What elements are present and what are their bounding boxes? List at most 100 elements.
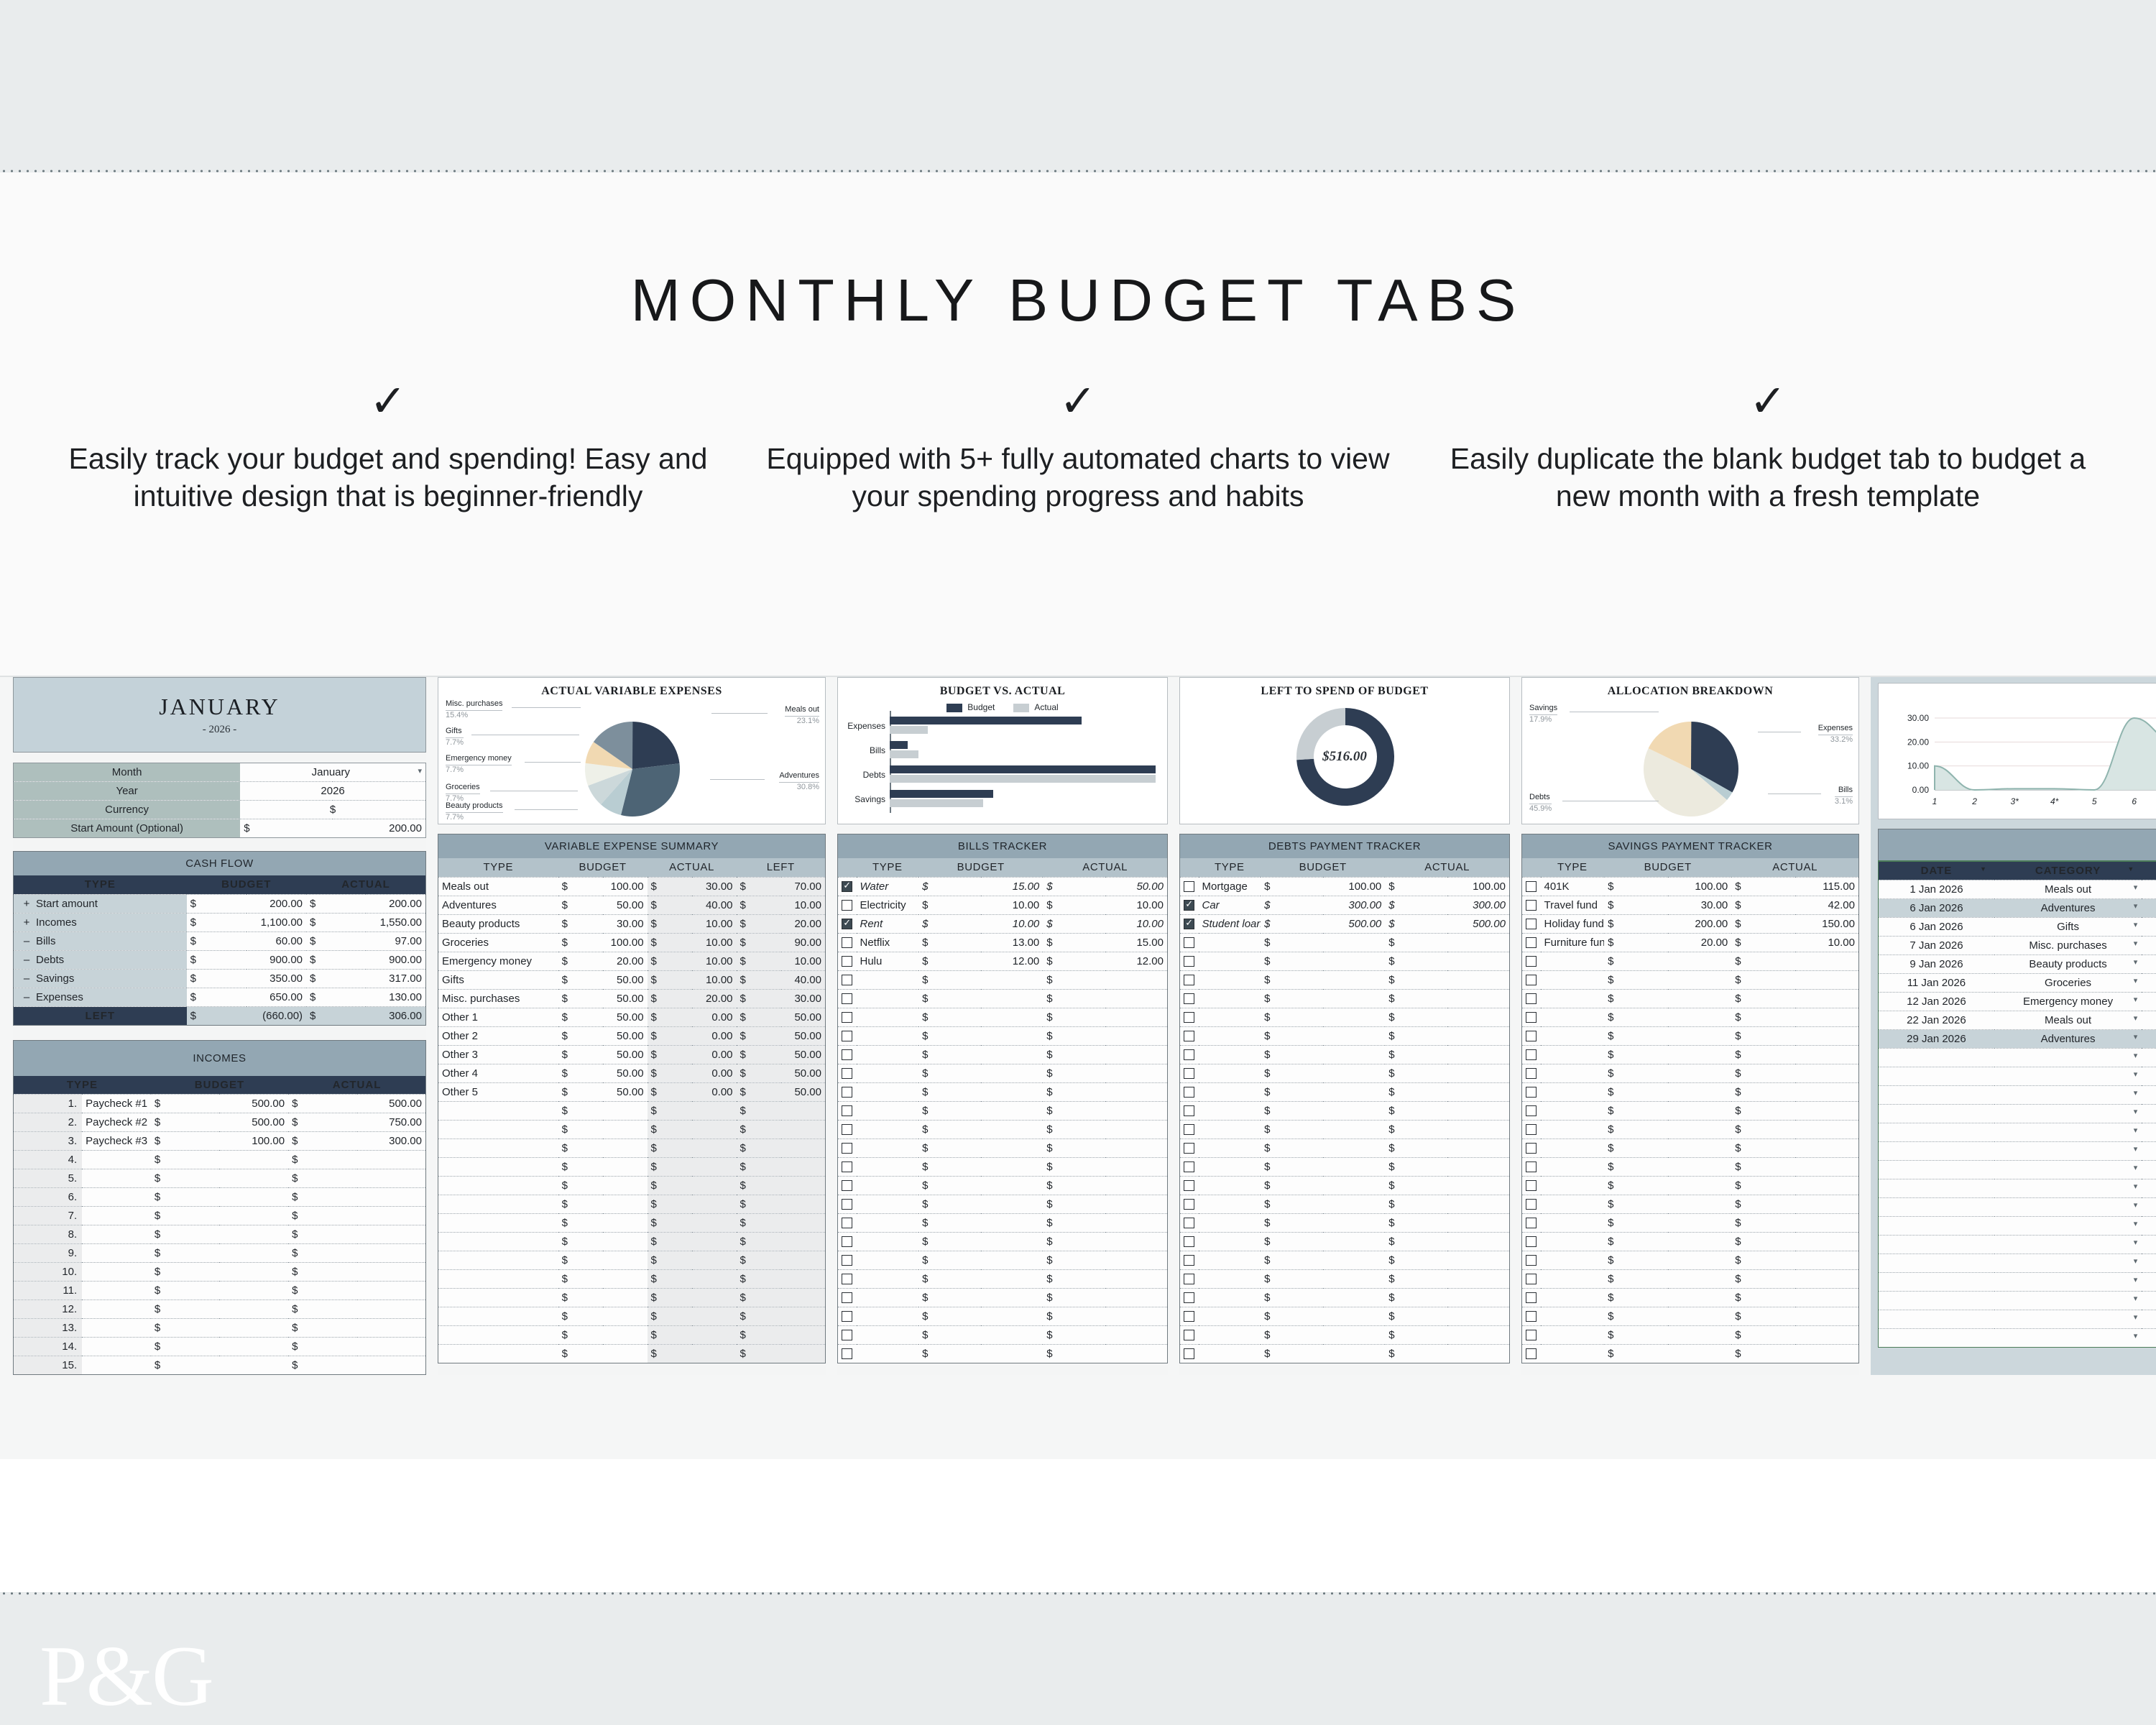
tracker-type[interactable] — [1540, 1325, 1605, 1345]
actual-cell[interactable]: 317.00 — [366, 969, 426, 988]
checkbox-cell[interactable] — [1179, 1101, 1199, 1121]
checkbox-icon[interactable] — [1526, 1162, 1537, 1173]
income-type[interactable]: Paycheck #1 — [82, 1094, 151, 1113]
actual-cell[interactable] — [1105, 1008, 1168, 1027]
setup-value[interactable]: 2026 — [240, 781, 426, 801]
actual-cell[interactable]: 10.00 — [1795, 933, 1859, 952]
chevron-down-icon[interactable]: ▾ — [2133, 1312, 2138, 1322]
checkbox-cell[interactable] — [1521, 1120, 1541, 1139]
expense-type[interactable]: Other 1 — [438, 1008, 558, 1027]
budget-cell[interactable]: 350.00 — [246, 969, 307, 988]
budget-cell[interactable] — [1667, 1269, 1732, 1289]
transaction-amount[interactable] — [2142, 973, 2156, 993]
transaction-category[interactable]: ▾ — [1994, 1123, 2142, 1142]
checkbox-icon[interactable] — [1526, 1087, 1537, 1098]
transaction-date[interactable]: 9 Jan 2026 — [1878, 954, 1994, 974]
checkbox-cell[interactable] — [1521, 877, 1541, 896]
tracker-type[interactable] — [1198, 1101, 1261, 1121]
checkbox-icon[interactable] — [1184, 1105, 1195, 1117]
transaction-category[interactable]: Adventures ▾ — [1994, 1029, 2142, 1049]
tracker-type[interactable] — [1198, 1269, 1261, 1289]
income-type[interactable] — [82, 1337, 151, 1356]
checkbox-cell[interactable] — [1179, 952, 1199, 971]
budget-cell[interactable] — [980, 1120, 1044, 1139]
checkbox-icon[interactable] — [1526, 1236, 1537, 1248]
transaction-amount[interactable] — [2142, 1160, 2156, 1179]
budget-cell[interactable] — [1322, 1325, 1386, 1345]
actual-cell[interactable] — [1105, 989, 1168, 1008]
budget-cell[interactable] — [602, 1195, 648, 1214]
budget-cell[interactable] — [1322, 952, 1386, 971]
checkbox-cell[interactable] — [837, 1344, 857, 1363]
tracker-type[interactable] — [1198, 1307, 1261, 1326]
chevron-down-icon[interactable]: ▾ — [2133, 1182, 2138, 1191]
actual-cell[interactable] — [1105, 1232, 1168, 1251]
budget-cell[interactable]: 20.00 — [602, 952, 648, 971]
checkbox-cell[interactable] — [1179, 914, 1199, 934]
budget-cell[interactable] — [219, 1225, 289, 1244]
actual-cell[interactable] — [1105, 1325, 1168, 1345]
checkbox-cell[interactable] — [837, 1307, 857, 1326]
tracker-type[interactable] — [1198, 952, 1261, 971]
budget-cell[interactable] — [1667, 1138, 1732, 1158]
actual-cell[interactable] — [1795, 1307, 1859, 1326]
checkbox-icon[interactable] — [842, 1124, 853, 1136]
checkbox-icon[interactable] — [1184, 1068, 1195, 1080]
transaction-amount[interactable] — [2142, 1197, 2156, 1217]
transaction-category[interactable]: ▾ — [1994, 1291, 2142, 1310]
tracker-type[interactable]: Rent — [856, 914, 919, 934]
actual-cell[interactable]: 15.00 — [1105, 933, 1168, 952]
tracker-type[interactable]: Student loans — [1198, 914, 1261, 934]
actual-cell[interactable]: 300.00 — [1447, 896, 1510, 915]
budget-cell[interactable] — [1322, 1232, 1386, 1251]
budget-cell[interactable] — [1322, 1026, 1386, 1046]
checkbox-icon[interactable] — [1184, 1330, 1195, 1341]
income-type[interactable] — [82, 1262, 151, 1282]
budget-cell[interactable] — [219, 1206, 289, 1225]
actual-cell[interactable]: 500.00 — [356, 1094, 426, 1113]
checkbox-icon[interactable] — [1184, 1292, 1195, 1304]
checkbox-cell[interactable] — [837, 1138, 857, 1158]
chevron-down-icon[interactable]: ▾ — [2133, 920, 2138, 929]
chevron-down-icon[interactable]: ▾ — [2133, 1163, 2138, 1172]
actual-cell[interactable] — [1795, 1251, 1859, 1270]
checkbox-cell[interactable] — [1521, 1157, 1541, 1177]
actual-cell[interactable] — [1795, 1157, 1859, 1177]
tracker-type[interactable] — [1540, 1213, 1605, 1233]
checkbox-icon[interactable] — [842, 1180, 853, 1192]
chevron-down-icon[interactable]: ▾ — [2133, 1032, 2138, 1041]
transaction-amount[interactable] — [2142, 1104, 2156, 1123]
checkbox-icon[interactable] — [1184, 917, 1195, 930]
expense-type[interactable] — [438, 1307, 558, 1326]
budget-cell[interactable] — [980, 1008, 1044, 1027]
tracker-type[interactable] — [856, 1344, 919, 1363]
checkbox-icon[interactable] — [1184, 1031, 1195, 1042]
checkbox-cell[interactable] — [837, 970, 857, 990]
budget-cell[interactable] — [980, 1176, 1044, 1195]
checkbox-icon[interactable] — [842, 900, 853, 911]
expense-type[interactable]: Groceries — [438, 933, 558, 952]
transaction-date[interactable]: 11 Jan 2026 — [1878, 973, 1994, 993]
actual-cell[interactable]: 500.00 — [1447, 914, 1510, 934]
checkbox-icon[interactable] — [1526, 1105, 1537, 1117]
checkbox-cell[interactable] — [837, 896, 857, 915]
transaction-date[interactable]: 6 Jan 2026 — [1878, 898, 1994, 918]
chevron-down-icon[interactable]: ▾ — [2133, 883, 2138, 892]
checkbox-icon[interactable] — [1184, 937, 1195, 949]
tracker-type[interactable]: Netflix — [856, 933, 919, 952]
budget-cell[interactable]: 500.00 — [219, 1113, 289, 1132]
checkbox-icon[interactable] — [1526, 1143, 1537, 1154]
actual-cell[interactable]: 97.00 — [366, 932, 426, 951]
setup-value[interactable]: $ — [240, 800, 426, 819]
checkbox-icon[interactable] — [1526, 975, 1537, 986]
tracker-type[interactable] — [1540, 1344, 1605, 1363]
chevron-down-icon[interactable]: ▾ — [2133, 1088, 2138, 1098]
actual-cell[interactable] — [1447, 1269, 1510, 1289]
expense-type[interactable] — [438, 1325, 558, 1345]
checkbox-cell[interactable] — [1521, 1082, 1541, 1102]
tracker-type[interactable]: Travel fund — [1540, 896, 1605, 915]
setup-value[interactable]: January ▾ — [240, 763, 426, 782]
budget-cell[interactable] — [980, 1101, 1044, 1121]
transaction-amount[interactable] — [2142, 992, 2156, 1011]
budget-cell[interactable]: 50.00 — [602, 1082, 648, 1102]
